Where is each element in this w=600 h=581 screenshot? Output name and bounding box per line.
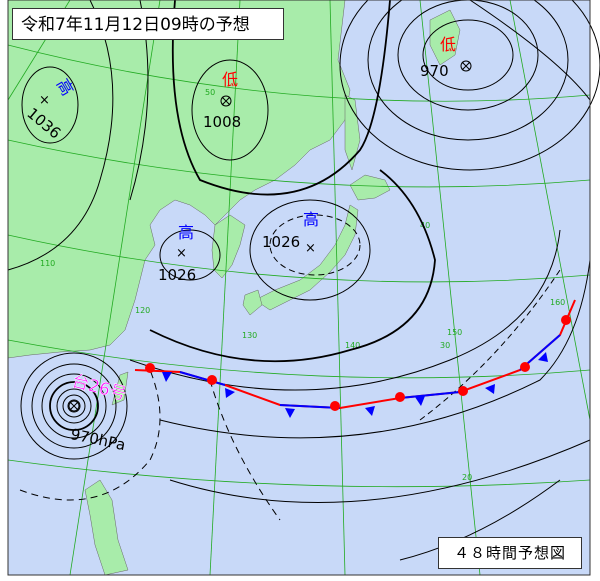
map-frame — [7, 0, 591, 576]
high-1026-japan: 高 × 1026 — [262, 210, 319, 256]
lon-label: 110 — [40, 259, 55, 268]
high-label: 高 — [303, 210, 319, 229]
low-1008: 低 1008 — [203, 70, 241, 131]
lat-label: 40 — [420, 221, 430, 230]
center-cross: × — [176, 246, 187, 261]
pressure-value: 1026 — [158, 266, 196, 284]
pressure-value: 1008 — [203, 113, 241, 131]
japan-kyushu — [242, 289, 263, 316]
lon-label: 140 — [345, 341, 360, 350]
isobars — [7, 0, 600, 561]
lat-label: 50 — [205, 88, 215, 97]
low-label: 低 — [440, 35, 456, 54]
center-cross: × — [305, 241, 316, 256]
pressure-value: 970 — [420, 62, 449, 80]
low-970: 低 970 — [420, 35, 472, 80]
lat-label: 30 — [440, 341, 450, 350]
kamchatka — [429, 9, 461, 66]
pressure-value: 1026 — [262, 233, 300, 251]
high-label: 高 — [178, 223, 194, 242]
japan-honshu — [254, 204, 359, 311]
lat-label: 20 — [462, 473, 472, 482]
hokkaido — [349, 174, 391, 201]
center-cross: × — [39, 93, 50, 108]
stationary-front — [134, 299, 576, 418]
lon-label: 150 — [447, 328, 462, 337]
lon-label: 160 — [550, 298, 565, 307]
philippines — [84, 479, 129, 576]
lon-label: 120 — [135, 306, 150, 315]
forecast-label: ４８時間予想図 — [438, 537, 582, 569]
map-title: 令和7年11月12日09時の予想 — [12, 8, 284, 40]
high-1026-west: 高 × 1026 — [158, 223, 196, 284]
lon-label: 130 — [242, 331, 257, 340]
low-label: 低 — [222, 70, 238, 89]
korean-peninsula — [211, 214, 246, 279]
